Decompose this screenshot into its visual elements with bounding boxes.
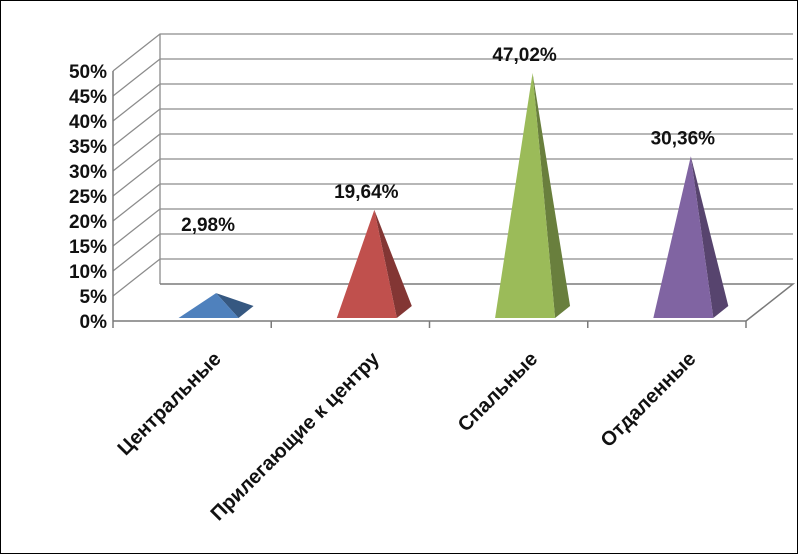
y-tick-label: 0% [80, 312, 108, 333]
y-tick-label: 40% [69, 112, 107, 133]
gridline [112, 83, 793, 122]
x-category-label: Центральные [114, 348, 226, 460]
pyramid-1 [178, 293, 254, 319]
x-category-label: Спальные [454, 348, 542, 436]
y-tick-label: 25% [69, 187, 107, 208]
pyramid-2 [336, 209, 412, 319]
data-label: 2,98% [181, 215, 235, 236]
pyramid-3 [495, 72, 571, 319]
y-tick-label: 15% [69, 237, 107, 258]
data-label: 19,64% [334, 182, 399, 203]
pyramid-front-face [336, 209, 397, 319]
pyramid-side-face [374, 209, 412, 319]
data-label: 30,36% [651, 128, 716, 149]
gridline [112, 33, 793, 72]
pyramid-side-face [216, 293, 254, 319]
y-tick-label: 20% [69, 212, 107, 233]
gridline [112, 58, 793, 97]
x-category-label: Прилегающие к центру [207, 347, 385, 525]
y-tick-label: 5% [80, 287, 108, 308]
y-tick-label: 45% [69, 87, 107, 108]
x-category-label: Отдаленные [597, 348, 701, 452]
pyramid-4 [653, 156, 729, 319]
y-tick-label: 50% [69, 62, 107, 83]
pyramid-side-face [690, 156, 729, 319]
y-tick-label: 10% [69, 262, 107, 283]
pyramid-front-face [653, 156, 714, 319]
data-label: 47,02% [492, 45, 557, 66]
pyramid-side-face [532, 72, 571, 319]
pyramid-front-face [495, 72, 556, 319]
pyramid-front-face [178, 293, 239, 319]
y-tick-label: 35% [69, 137, 107, 158]
y-tick-label: 30% [69, 162, 107, 183]
